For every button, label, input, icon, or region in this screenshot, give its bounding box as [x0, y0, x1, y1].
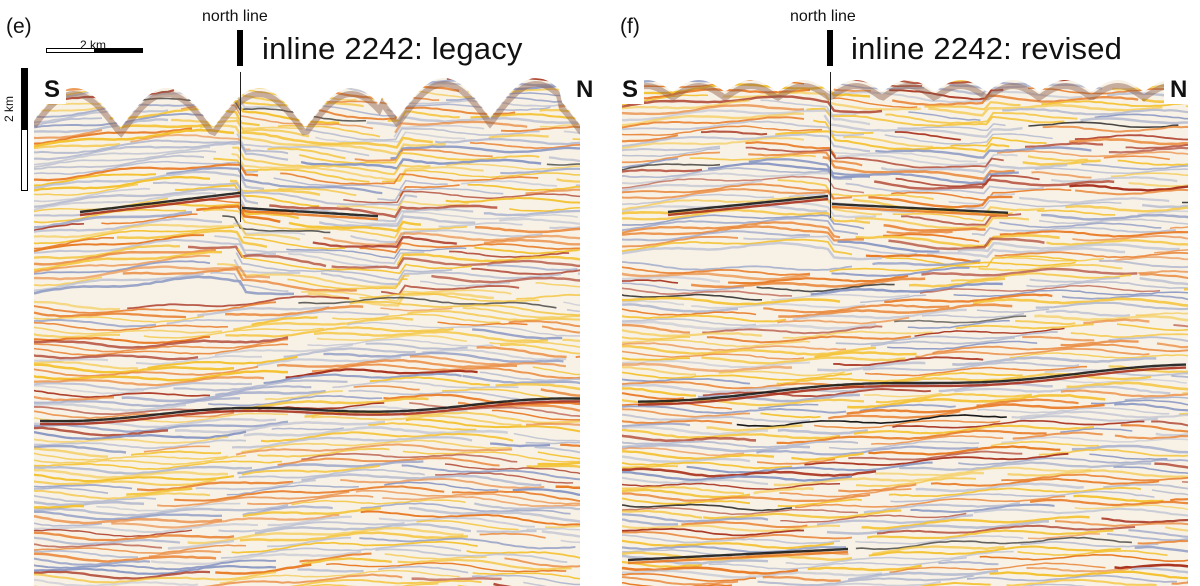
- horizontal-scale-bar-icon: [46, 48, 143, 53]
- north-line-marker-icon: [827, 30, 833, 66]
- north-line-trace: [830, 72, 831, 218]
- north-line-label: north line: [202, 8, 268, 25]
- north-line-marker-icon: [237, 30, 243, 66]
- vertical-scale-bar-icon: [21, 68, 28, 191]
- panel-letter-f: (f): [620, 15, 640, 38]
- north-label: N: [1164, 76, 1194, 104]
- north-line-trace: [240, 72, 241, 222]
- seismic-panel-legacy: (e) 2 km 2 km north line inline 2242: le…: [0, 0, 600, 586]
- vertical-scale-label: 2 km: [2, 95, 16, 122]
- seismic-section-revised-image: [622, 80, 1188, 586]
- panel-letter-e: (e): [6, 15, 32, 38]
- panel-title-revised: inline 2242: revised: [851, 31, 1123, 66]
- south-label: S: [616, 76, 645, 104]
- north-line-label: north line: [790, 8, 856, 25]
- north-label: N: [570, 76, 600, 104]
- seismic-panel-revised: (f) north line inline 2242: revised S N: [608, 0, 1194, 586]
- panel-title-legacy: inline 2242: legacy: [262, 31, 523, 66]
- south-label: S: [38, 76, 67, 104]
- horizontal-scale-label: 2 km: [80, 38, 107, 52]
- seismic-section-legacy-image: [34, 78, 580, 586]
